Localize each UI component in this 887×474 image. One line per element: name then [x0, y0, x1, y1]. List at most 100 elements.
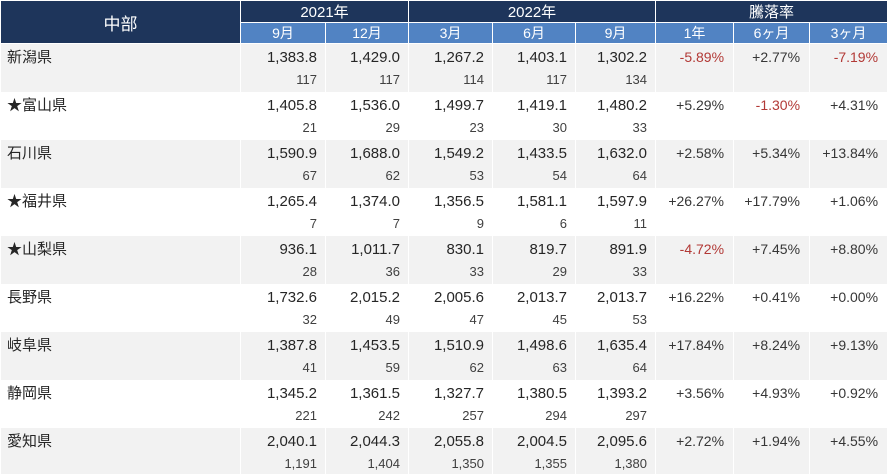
change-rate-cell: +3.56%: [655, 380, 735, 428]
sample-count: 1,350: [451, 456, 484, 471]
empty-subline: [811, 406, 887, 428]
sample-count: 6: [559, 216, 567, 231]
price-value: 1,380.5: [516, 385, 567, 402]
sample-count: 33: [632, 120, 648, 135]
prefecture-name: ★山梨県: [7, 241, 68, 258]
sample-count: 7: [309, 216, 317, 231]
price-cell: 830.1 33: [408, 236, 493, 284]
sample-count: 33: [469, 264, 484, 279]
price-cell: 1,393.2 297: [574, 380, 657, 428]
price-cell: 1,433.5 54: [492, 140, 576, 188]
price-value: 2,055.8: [433, 433, 484, 450]
price-cell: 1,302.2 134: [574, 43, 657, 92]
month-header-2022-09: 9月: [574, 22, 657, 44]
prefecture-name-cell: ★福井県: [0, 188, 241, 236]
price-cell: 1,688.0 62: [325, 140, 409, 188]
change-rate-value: +9.13%: [830, 337, 879, 353]
price-value: 2,013.7: [596, 289, 648, 306]
prefecture-name-cell: 岐阜県: [0, 332, 241, 380]
price-cell: 2,055.8 1,350: [408, 428, 493, 474]
header-group-row: 中部 2021年 2022年 騰落率: [0, 0, 887, 44]
price-cell: 1,267.2 114: [408, 43, 493, 92]
change-rate-value: +17.79%: [744, 193, 801, 209]
price-value: 936.1: [279, 241, 317, 258]
change-rate-value: +16.22%: [668, 289, 725, 305]
sample-count: 7: [392, 216, 400, 231]
price-cell: 1,536.0 29: [325, 92, 409, 140]
price-cell: 1,429.0 117: [325, 43, 409, 92]
change-rate-cell: +2.72%: [655, 428, 735, 474]
sample-count: 54: [552, 168, 567, 183]
price-cell: 819.7 29: [492, 236, 576, 284]
sample-count: 33: [632, 264, 648, 279]
empty-subline: [2, 166, 240, 188]
price-cell: 2,013.7 53: [574, 284, 657, 332]
price-value: 1,453.5: [349, 337, 400, 354]
price-cell: 1,453.5 59: [325, 332, 409, 380]
price-value: 1,688.0: [349, 145, 400, 162]
sample-count: 11: [633, 216, 648, 231]
prefecture-name-cell: 新潟県: [0, 43, 241, 92]
change-rate-header: 騰落率: [655, 0, 887, 23]
period-header-1year: 1年: [655, 22, 735, 44]
price-value: 1,536.0: [349, 97, 400, 114]
change-rate-cell: -1.30%: [733, 92, 811, 140]
empty-subline: [657, 166, 733, 188]
sample-count: 117: [296, 72, 317, 87]
price-cell: 1,732.6 32: [240, 284, 326, 332]
price-value: 1,433.5: [516, 145, 567, 162]
table-row: 新潟県 1,383.8 117 1,429.0 117 1,267.2 114 1,403.1…: [0, 43, 887, 92]
price-value: 1,387.8: [266, 337, 317, 354]
empty-subline: [811, 166, 887, 188]
empty-subline: [2, 454, 240, 474]
price-cell: 1,345.2 221: [240, 380, 326, 428]
price-cell: 1,380.5 294: [492, 380, 576, 428]
empty-subline: [811, 310, 887, 332]
change-rate-cell: +8.80%: [809, 236, 887, 284]
empty-subline: [735, 310, 809, 332]
price-value: 1,383.8: [266, 49, 317, 66]
prefecture-name: 愛知県: [7, 433, 53, 450]
empty-subline: [811, 262, 887, 284]
sample-count: 23: [469, 120, 484, 135]
price-cell: 1,405.8 21: [240, 92, 326, 140]
sample-count: 64: [632, 360, 648, 375]
price-value: 1,549.2: [433, 145, 484, 162]
change-rate-value: +5.29%: [676, 97, 725, 113]
price-cell: 1,480.2 33: [574, 92, 657, 140]
sample-count: 134: [625, 72, 648, 87]
sample-count: 28: [302, 264, 317, 279]
change-rate-value: -1.30%: [755, 97, 801, 113]
empty-subline: [657, 70, 733, 92]
price-value: 1,732.6: [266, 289, 317, 306]
change-rate-cell: +5.34%: [733, 140, 811, 188]
change-rate-value: +2.72%: [676, 433, 725, 449]
change-rate-value: +0.41%: [752, 289, 801, 305]
price-cell: 936.1 28: [240, 236, 326, 284]
price-cell: 2,044.3 1,404: [325, 428, 409, 474]
empty-subline: [2, 358, 240, 380]
sample-count: 114: [463, 72, 484, 87]
price-cell: 1,383.8 117: [240, 43, 326, 92]
change-rate-value: +5.34%: [752, 145, 801, 161]
month-header-2021-09: 9月: [240, 22, 326, 44]
change-rate-value: +1.94%: [752, 433, 801, 449]
price-value: 1,302.2: [596, 49, 648, 66]
empty-subline: [735, 358, 809, 380]
empty-subline: [735, 70, 809, 92]
change-rate-value: -7.19%: [833, 49, 879, 65]
change-rate-value: +0.00%: [830, 289, 879, 305]
table-body: 新潟県 1,383.8 117 1,429.0 117 1,267.2 114 1,403.1…: [0, 43, 887, 474]
table-row: 長野県 1,732.6 32 2,015.2 49 2,005.6 47 2,013.7 45 2…: [0, 284, 887, 332]
sample-count: 257: [462, 408, 484, 423]
price-cell: 1,510.9 62: [408, 332, 493, 380]
price-value: 1,635.4: [596, 337, 648, 354]
prefecture-name: 静岡県: [7, 385, 53, 402]
price-value: 2,013.7: [516, 289, 567, 306]
empty-subline: [657, 262, 733, 284]
price-cell: 1,356.5 9: [408, 188, 493, 236]
sample-count: 1,380: [614, 456, 648, 471]
change-rate-cell: +0.00%: [809, 284, 887, 332]
